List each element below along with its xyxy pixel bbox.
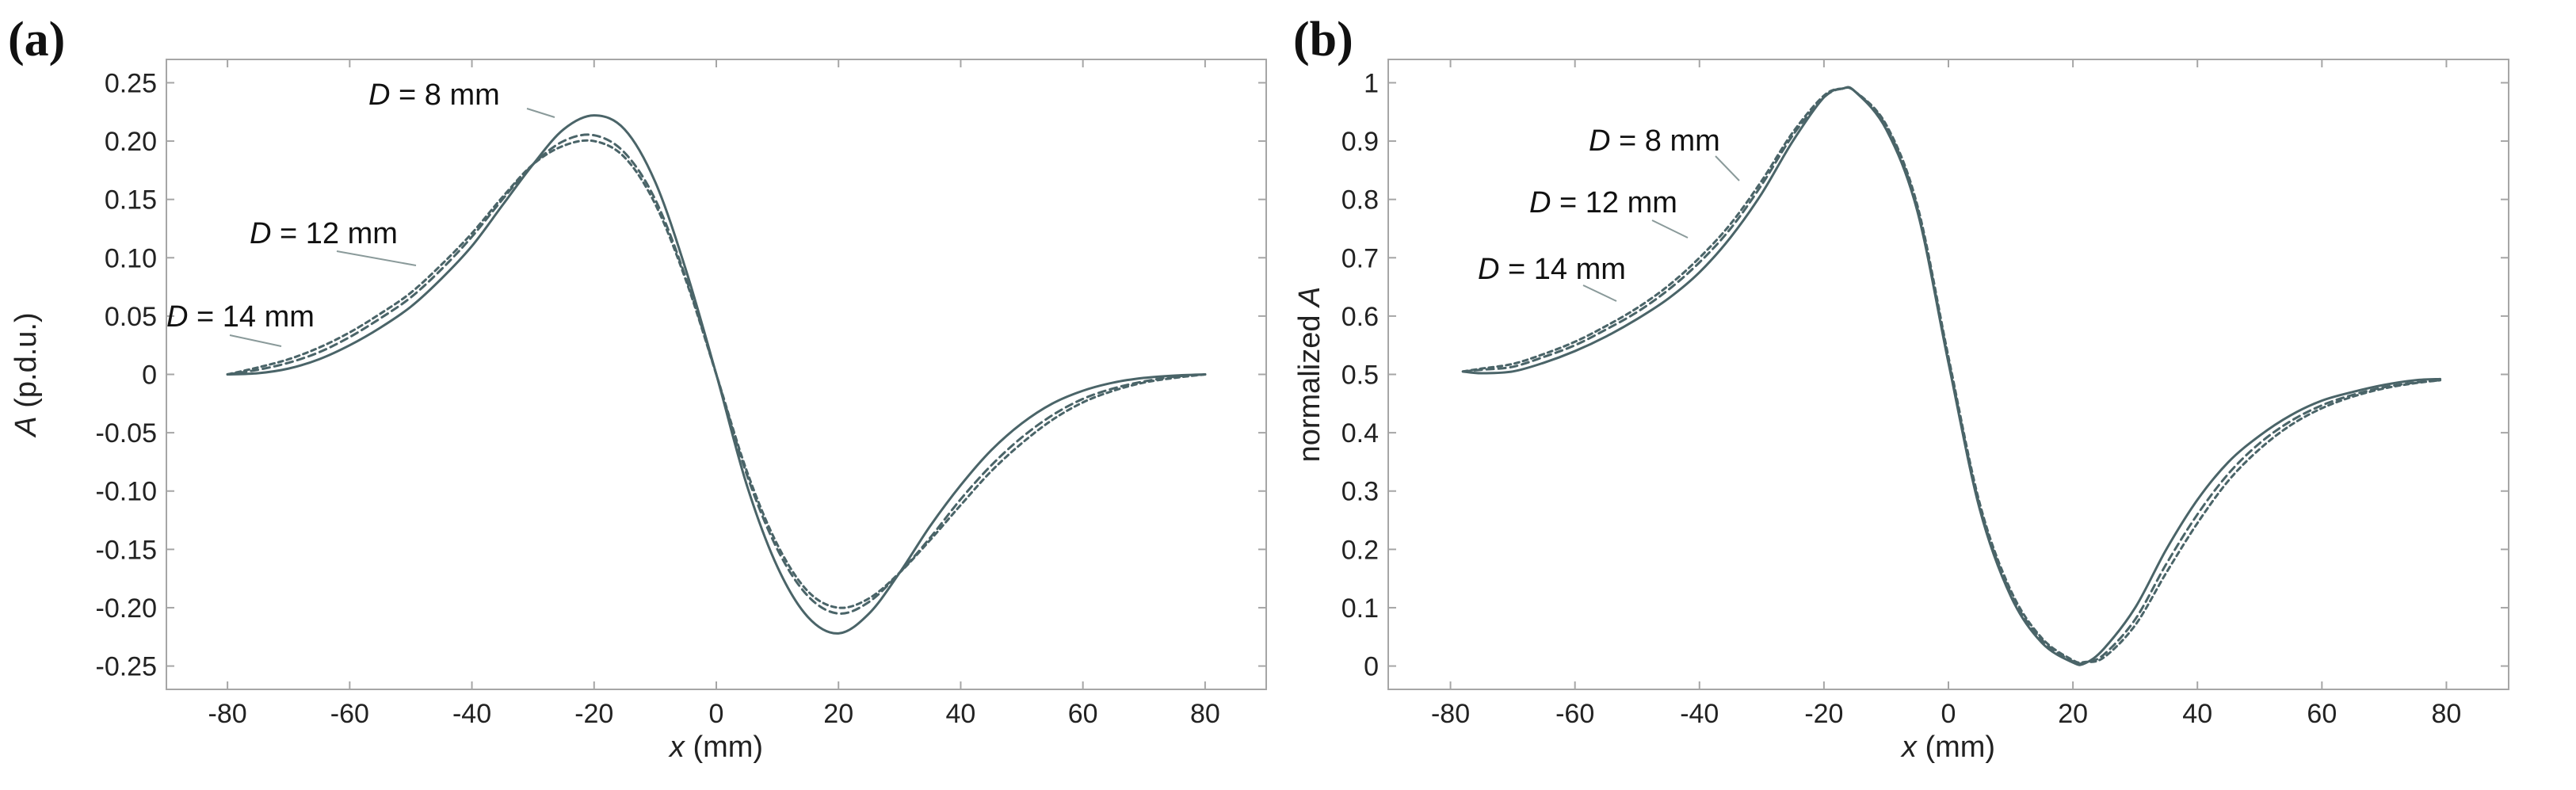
annotation-leader: [229, 334, 282, 347]
y-tick-label: 0.7: [1341, 243, 1379, 273]
y-axis-label: A (p.d.u.): [10, 312, 43, 437]
annotation-label: D = 14 mm: [166, 300, 315, 334]
panel-label: (b): [1293, 13, 1353, 67]
y-tick-label: 0.10: [105, 243, 157, 273]
x-tick-label: 40: [2182, 699, 2212, 729]
x-axis-label: x (mm): [1900, 731, 1995, 764]
x-tick-label: -40: [452, 699, 491, 729]
y-tick-label: -0.25: [96, 652, 158, 682]
annotation-label: D = 8 mm: [368, 78, 500, 112]
series-line-14mm: [226, 139, 1207, 609]
x-tick-label: 0: [1941, 699, 1956, 729]
x-tick-label: -60: [1555, 699, 1594, 729]
x-tick-label: -80: [1431, 699, 1470, 729]
x-tick-label: -40: [1680, 699, 1719, 729]
annotation-leader: [526, 108, 555, 118]
x-tick-label: -20: [574, 699, 613, 729]
annotation-label: D = 12 mm: [250, 217, 398, 250]
y-tick-label: 0.6: [1341, 302, 1379, 332]
y-tick-label: 0.1: [1341, 593, 1379, 624]
x-tick-label: -80: [208, 699, 247, 729]
y-tick-label: 0.05: [105, 302, 157, 332]
y-tick-label: 0.3: [1341, 477, 1379, 507]
series-line-14mm: [1461, 86, 2442, 664]
annotation-leader: [1582, 284, 1617, 302]
y-tick-label: 0: [1364, 652, 1379, 682]
y-tick-label: 1: [1364, 68, 1379, 98]
y-tick-label: 0: [142, 361, 157, 391]
x-tick-label: -60: [330, 699, 369, 729]
annotation-label: D = 14 mm: [1478, 253, 1626, 286]
annotation-leader: [336, 250, 417, 266]
annotation-leader: [1651, 219, 1689, 239]
y-tick-label: 0.2: [1341, 535, 1379, 565]
y-tick-label: 0.20: [105, 127, 157, 157]
y-tick-label: -0.10: [96, 477, 158, 507]
x-tick-label: 40: [946, 699, 976, 729]
y-tick-label: -0.20: [96, 593, 158, 624]
y-axis-label: normalized A: [1293, 287, 1326, 463]
chart-panel-a: 0.25 0.20 0.15 0.10 0.05 0 -0.05 -0.10 -0.15 -0.2…: [8, 13, 1267, 764]
y-tick-label: 0.5: [1341, 361, 1379, 391]
y-tick-label: 0.8: [1341, 185, 1379, 216]
x-axis-label: x (mm): [668, 731, 763, 764]
y-tick-label: 0.9: [1341, 127, 1379, 157]
y-tick-label: 0.25: [105, 68, 157, 98]
x-tick-label: 80: [2432, 699, 2462, 729]
y-tick-label: -0.15: [96, 535, 158, 565]
annotation-label: D = 12 mm: [1529, 186, 1677, 219]
y-tick-label: 0.4: [1341, 418, 1379, 448]
annotation-label: D = 8 mm: [1589, 124, 1720, 158]
x-tick-label: -20: [1804, 699, 1843, 729]
y-tick-label: -0.05: [96, 418, 158, 448]
x-tick-label: 60: [1068, 699, 1098, 729]
plot-frame: [1387, 59, 2509, 690]
x-tick-label: 0: [709, 699, 724, 729]
x-tick-label: 20: [2058, 699, 2088, 729]
x-tick-label: 80: [1190, 699, 1220, 729]
annotation-leader: [1715, 155, 1740, 181]
x-tick-label: 60: [2307, 699, 2337, 729]
chart-panel-b: 1 0.9 0.8 0.7 0.6 0.5 0.4 0.3 0.2 0.1 0 -80 -60 -40 -2…: [1293, 13, 2509, 764]
panel-label: (a): [8, 13, 65, 67]
y-tick-label: 0.15: [105, 185, 157, 216]
x-tick-label: 20: [823, 699, 853, 729]
